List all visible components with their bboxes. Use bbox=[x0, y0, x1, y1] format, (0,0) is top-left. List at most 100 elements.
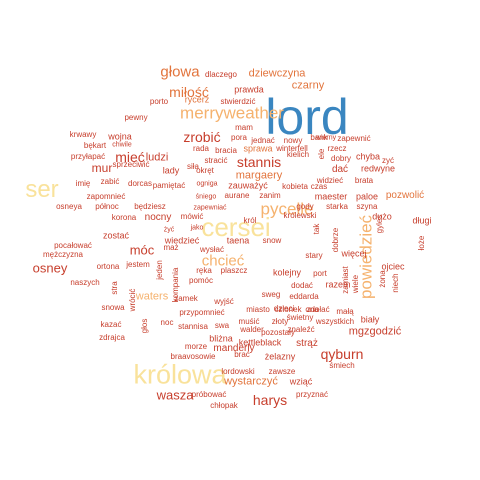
word-dobry: dobry bbox=[330, 154, 352, 163]
word-margaery: margaery bbox=[235, 169, 283, 182]
word-jestem: jestem bbox=[126, 260, 150, 269]
word-korona: korona bbox=[111, 213, 137, 222]
word-reka: ręka bbox=[196, 266, 212, 275]
word-znalezc: zdołać bbox=[306, 305, 330, 314]
word-eddarda: eddarda bbox=[289, 292, 319, 301]
word-krol: król bbox=[243, 216, 257, 225]
word-dac: dać bbox=[331, 164, 349, 175]
word-gody: królewski bbox=[283, 211, 317, 220]
word-zrobic: zrobić bbox=[183, 129, 221, 145]
word-imie: imię bbox=[75, 179, 91, 188]
word-bracia: bracia bbox=[215, 146, 237, 155]
word-zamek: zamek bbox=[174, 294, 198, 303]
word-policzek: ona bbox=[305, 305, 319, 314]
word-zona: żona bbox=[378, 270, 387, 288]
word-rada: rada bbox=[192, 144, 210, 153]
word-dodac: dodać bbox=[291, 281, 313, 290]
word-stannisa: stannisa bbox=[178, 322, 208, 331]
word-razem: razem bbox=[325, 279, 351, 290]
word-wojna: wojna bbox=[108, 131, 132, 142]
word-zdolac: czlonek bbox=[274, 305, 302, 314]
word-zanim: zanim bbox=[259, 191, 281, 200]
word-chlopak: chłopak bbox=[210, 401, 238, 410]
word-zyc: zyć bbox=[382, 156, 394, 165]
word-naszych: naszych bbox=[70, 278, 100, 287]
word-ludzi: ludzi bbox=[145, 151, 169, 164]
word-kettleblack: kettleblack bbox=[238, 337, 282, 348]
word-stra: stra bbox=[110, 281, 119, 295]
word-kobieta: kobieta bbox=[282, 182, 308, 191]
word-zostac: zostać bbox=[102, 230, 130, 241]
word-ortona: ortona bbox=[96, 262, 120, 271]
word-wiele: wiele bbox=[351, 274, 360, 294]
word-zapewnic: zapewnić bbox=[337, 134, 371, 143]
word-rycerz: rycerz bbox=[184, 94, 210, 105]
word-zamiast: zamiast bbox=[341, 266, 350, 294]
word-zapewniac: zapewniać bbox=[193, 204, 227, 212]
word-swa: swa bbox=[214, 321, 230, 330]
word-lordowski: lordowski bbox=[221, 367, 255, 376]
word-zapomniec: zapomnieć bbox=[86, 192, 126, 201]
word-probowac: próbować bbox=[191, 390, 227, 399]
word-kompania: kompania bbox=[171, 267, 180, 303]
word-miec: mieć bbox=[115, 149, 145, 165]
word-harys: harys bbox=[252, 392, 288, 408]
word-sweg: sweg bbox=[261, 290, 281, 299]
word-nocny: nocny bbox=[144, 212, 172, 223]
word-jeden: jeden bbox=[155, 260, 164, 280]
word-przyznac: przyznać bbox=[295, 390, 329, 399]
word-stracic: stracić bbox=[204, 156, 228, 165]
word-pozostaly: znaleźć bbox=[287, 325, 315, 334]
word-loze: łoże bbox=[417, 235, 426, 251]
word-straz: strąż bbox=[296, 338, 318, 349]
word-usmiechnac: wysłać bbox=[199, 245, 225, 254]
word-zabic: zabić bbox=[100, 177, 120, 186]
word-porto: porto bbox=[149, 97, 169, 106]
word-pycelle: pycelle bbox=[260, 199, 314, 219]
word-maz: żyć bbox=[163, 226, 175, 234]
word-kielich: kielich bbox=[286, 150, 310, 159]
word-zdrajca: zdrajca bbox=[99, 333, 125, 342]
word-zawsze: zawsze bbox=[268, 367, 296, 376]
word-wierny: wierny bbox=[315, 134, 337, 142]
word-mala: małą bbox=[336, 307, 354, 316]
word-bekart: bękart bbox=[83, 141, 107, 150]
word-bialy: biały bbox=[360, 314, 380, 325]
word-pocalowac: pocałować bbox=[54, 241, 92, 250]
word-jednac: jednać bbox=[251, 136, 275, 145]
word-redwyne: redwyne bbox=[360, 163, 396, 174]
word-czarny: czarny bbox=[291, 79, 325, 92]
word-rzecz: rzecz bbox=[327, 144, 347, 153]
word-snow: snow bbox=[262, 236, 282, 245]
word-nowy: nowy bbox=[283, 136, 303, 145]
word-stannis: stannis bbox=[236, 154, 282, 170]
word-music: muśić bbox=[238, 317, 260, 326]
word-ele: ele bbox=[317, 148, 326, 160]
word-waters: waters bbox=[135, 290, 169, 303]
word-wystarczyc: wystarczyć bbox=[224, 375, 278, 388]
word-mur: mur bbox=[91, 161, 113, 175]
word-znowu: gody bbox=[296, 202, 314, 211]
word-manderly: manderly bbox=[213, 343, 255, 354]
word-moc: móc bbox=[129, 242, 155, 258]
word-braavosowie: braavosowie bbox=[170, 352, 216, 361]
word-maester: maester bbox=[314, 191, 348, 202]
word-pamietac: pamiętać bbox=[152, 181, 186, 190]
word-aurane: aurane bbox=[224, 191, 250, 200]
word-zelazny: żelazny bbox=[264, 351, 296, 362]
word-dlaczego: dlaczego bbox=[204, 70, 238, 79]
word-snowa: snowa bbox=[101, 303, 125, 312]
word-szyna: świetny bbox=[286, 313, 314, 322]
word-dobrze: dobrze bbox=[331, 227, 340, 253]
word-pora: pora bbox=[230, 133, 248, 142]
word-sprzeciwic: sprzeciwić bbox=[112, 160, 150, 169]
word-plaszcz: plaszcz bbox=[220, 266, 248, 275]
word-noc: noc bbox=[160, 318, 174, 327]
word-pewny: pewny bbox=[124, 113, 148, 122]
word-chciec: chcieć bbox=[201, 252, 245, 270]
word-dlugi: dużo bbox=[372, 211, 392, 222]
word-winterfell: winterfell bbox=[276, 144, 308, 153]
word-port: port bbox=[313, 269, 327, 278]
word-morze: morze bbox=[184, 342, 208, 351]
